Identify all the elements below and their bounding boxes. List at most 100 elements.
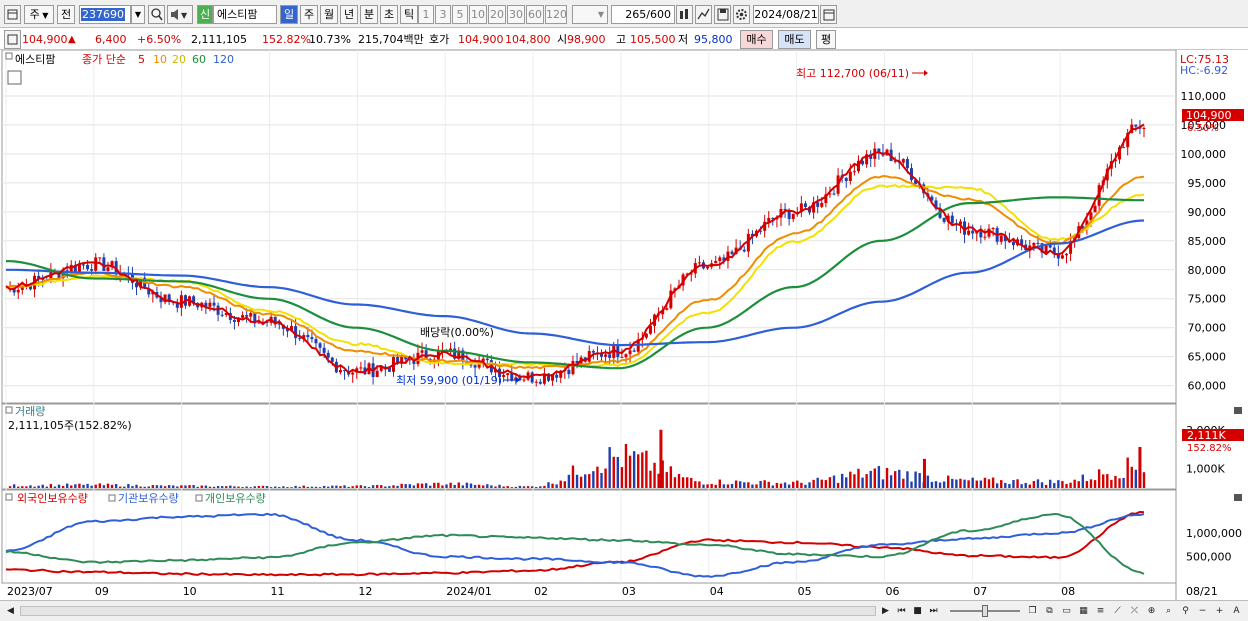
- table-view-icon[interactable]: [7, 70, 22, 85]
- scroll-track[interactable]: [20, 606, 876, 616]
- volume-bar: [114, 484, 118, 488]
- interval-tab-5[interactable]: 5: [452, 5, 468, 24]
- crosshair-icon[interactable]: ⊕: [1147, 606, 1156, 616]
- last-page-icon[interactable]: ⏭: [929, 606, 938, 616]
- grid-icon[interactable]: ▦: [1079, 606, 1088, 616]
- interval-tab-10[interactable]: 10: [469, 5, 487, 24]
- first-page-icon[interactable]: ⏮: [897, 606, 906, 616]
- date-input[interactable]: 2024/08/21: [753, 5, 819, 24]
- scroll-right-icon[interactable]: ▶: [882, 606, 889, 616]
- search-icon[interactable]: [148, 5, 165, 24]
- volume-bar: [359, 485, 363, 488]
- stop-icon[interactable]: ■: [913, 606, 922, 616]
- stock-chart-svg[interactable]: 60,000 65,000 70,000 75,000 80,000 85,000 90,0…: [0, 49, 1248, 602]
- blank-select[interactable]: ▼: [572, 5, 608, 24]
- count-input[interactable]: 265/600: [611, 5, 675, 24]
- candle-body: [236, 317, 240, 322]
- save-icon[interactable]: [714, 5, 731, 24]
- zoom-slider-thumb[interactable]: [982, 605, 988, 617]
- prev-button[interactable]: 전: [57, 5, 75, 24]
- interval-tab-1[interactable]: 1: [418, 5, 434, 24]
- volume-bar: [1061, 481, 1064, 488]
- quote-toggle-icon[interactable]: [4, 30, 21, 49]
- chart-tools-icon[interactable]: [676, 5, 693, 24]
- volume-bar: [873, 468, 876, 488]
- plus-icon[interactable]: +: [1215, 606, 1224, 616]
- line-icon[interactable]: ⟋: [1114, 606, 1121, 616]
- candle-body: [942, 217, 946, 222]
- stock-name-field[interactable]: 에스티팜: [213, 5, 277, 24]
- period-select[interactable]: 주 ▼: [24, 5, 54, 24]
- period-tab-5[interactable]: 초: [380, 5, 398, 24]
- volume-bar: [98, 483, 102, 488]
- volume-bar: [812, 479, 815, 488]
- interval-tab-3[interactable]: 3: [435, 5, 451, 24]
- volume-bar: [396, 485, 399, 488]
- volume-bar: [889, 475, 893, 488]
- code-dropdown-icon[interactable]: ▼: [131, 5, 145, 24]
- bid-label: 호가: [429, 33, 450, 46]
- zoom-in-icon[interactable]: ⌕: [1165, 606, 1172, 616]
- split-icon[interactable]: ⧉: [1046, 606, 1053, 616]
- window-icon[interactable]: ▭: [1062, 606, 1071, 616]
- search-icon[interactable]: ⚲: [1182, 606, 1189, 616]
- scroll-left-icon[interactable]: ◀: [7, 606, 14, 616]
- volume-close-icon[interactable]: [1234, 407, 1242, 414]
- stock-code-input[interactable]: 237690: [79, 5, 131, 24]
- volume-bar: [840, 473, 844, 488]
- chart-area[interactable]: 60,000 65,000 70,000 75,000 80,000 85,000 90,0…: [0, 49, 1248, 602]
- trendline-icon[interactable]: [695, 5, 712, 24]
- interval-tab-60[interactable]: 60: [526, 5, 544, 24]
- interval-tab-120[interactable]: 120: [545, 5, 567, 24]
- copy-icon[interactable]: ❐: [1028, 606, 1037, 616]
- interval-tab-20[interactable]: 20: [488, 5, 506, 24]
- period-tab-4[interactable]: 분: [360, 5, 378, 24]
- candle-body: [934, 200, 938, 209]
- period-tab-0[interactable]: 일: [280, 5, 298, 24]
- sell-button[interactable]: 매도: [778, 30, 811, 49]
- holding-collapse-icon[interactable]: [5, 493, 13, 501]
- institution-holding-label: 기관보유수량: [118, 492, 179, 505]
- candle-body: [322, 347, 326, 353]
- chart-grid: [1, 49, 1177, 600]
- period-tab-3[interactable]: 년: [340, 5, 358, 24]
- volume-bar: [975, 480, 978, 488]
- buy-button[interactable]: 매수: [740, 30, 773, 49]
- interval-tab-30[interactable]: 30: [507, 5, 525, 24]
- volume-bar: [486, 484, 489, 488]
- candle-body: [73, 264, 77, 272]
- eval-button[interactable]: 평: [816, 30, 836, 49]
- ma-5-line: [5, 123, 1145, 379]
- price-tick-label: 105,000: [1181, 119, 1227, 132]
- gear-icon[interactable]: [733, 5, 750, 24]
- candle-body: [1028, 245, 1032, 251]
- retail-toggle-icon[interactable]: [195, 494, 203, 502]
- candle-body: [759, 230, 763, 232]
- volume-bar: [1057, 480, 1060, 488]
- candle-body: [575, 360, 579, 364]
- candle-body: [98, 257, 102, 259]
- volume-bar: [1028, 484, 1031, 488]
- trade-amount: 215,704백만: [358, 33, 424, 46]
- calendar-icon[interactable]: [820, 5, 837, 24]
- holding-close-icon[interactable]: [1234, 494, 1242, 501]
- candle-body: [1081, 226, 1085, 230]
- window-layout-icon[interactable]: [4, 5, 21, 24]
- x-tick-label: 2024/01: [446, 585, 492, 598]
- ma-60-label: 60: [192, 53, 206, 66]
- font-size-icon[interactable]: A: [1233, 606, 1240, 616]
- minus-icon[interactable]: −: [1198, 606, 1207, 616]
- panel-collapse-icon[interactable]: [5, 52, 13, 60]
- period-tab-6[interactable]: 틱: [400, 5, 418, 24]
- volume-collapse-icon[interactable]: [5, 406, 13, 414]
- candle-body: [689, 273, 693, 275]
- volume-bar: [1020, 484, 1023, 488]
- inst-toggle-icon[interactable]: [108, 494, 116, 502]
- cross-line-icon[interactable]: ⤫: [1130, 606, 1139, 616]
- x-tick-label: 08: [1061, 585, 1075, 598]
- period-tab-2[interactable]: 월: [320, 5, 338, 24]
- period-tab-1[interactable]: 주: [300, 5, 318, 24]
- bars-icon[interactable]: ≡: [1096, 606, 1105, 616]
- volume-tag-text: 2,111K: [1187, 429, 1226, 442]
- sound-icon[interactable]: ▼: [167, 5, 193, 24]
